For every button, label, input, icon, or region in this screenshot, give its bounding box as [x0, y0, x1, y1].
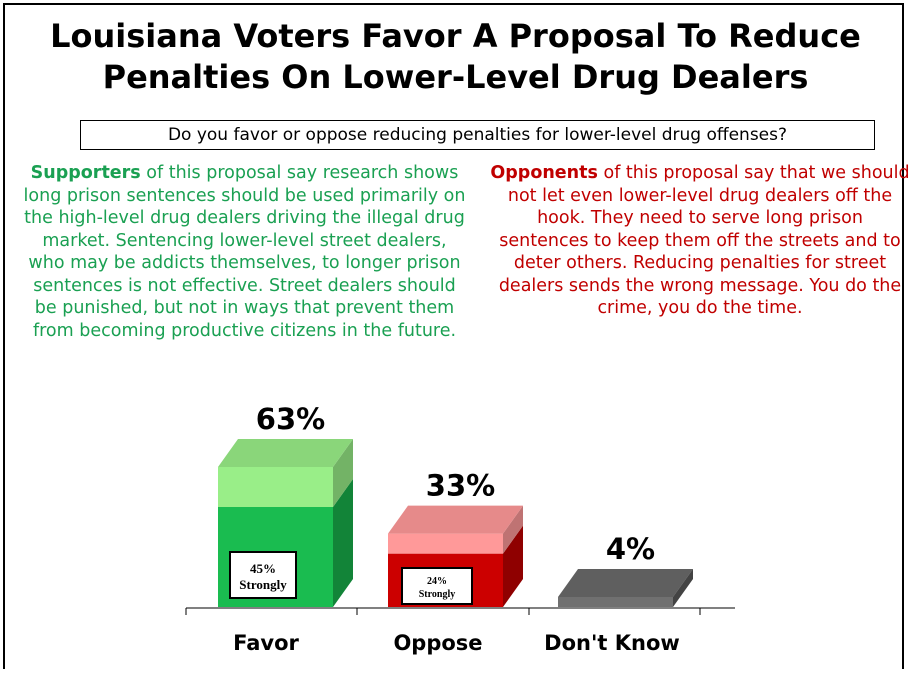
question-text: Do you favor or oppose reducing penaltie…: [167, 125, 788, 145]
strongly-label-percent: 24%: [427, 576, 447, 587]
supporters-text: of this proposal say research shows long…: [23, 163, 466, 341]
supporters-paragraph: Supporters of this proposal say research…: [22, 162, 467, 342]
bar-side-somewhat: [333, 439, 353, 507]
category-label: Oppose: [393, 631, 482, 655]
bar-side-somewhat: [503, 505, 523, 554]
page-title: Louisiana Voters Favor A Proposal To Red…: [0, 16, 911, 98]
opponents-text: of this proposal say that we should not …: [498, 163, 910, 318]
bar-front-somewhat: [388, 533, 503, 554]
strongly-label-word: Strongly: [239, 577, 287, 592]
title-line-2: Penalties On Lower-Level Drug Dealers: [102, 58, 809, 96]
slide-frame: [3, 3, 904, 669]
value-label: 33%: [426, 469, 495, 503]
bar-front-dontknow: [558, 597, 673, 607]
supporters-lead: Supporters: [30, 163, 141, 183]
value-label: 63%: [256, 402, 325, 436]
strongly-label-box: [401, 567, 473, 605]
category-label: Don't Know: [544, 631, 680, 655]
opponents-paragraph: Opponents of this proposal say that we s…: [490, 162, 910, 320]
bar-top-dontknow: [558, 569, 693, 597]
value-label: 4%: [606, 532, 655, 566]
strongly-label-word: Strongly: [419, 589, 456, 600]
bar-top: [388, 505, 523, 534]
strongly-label-box: [229, 551, 297, 599]
bar-side-strong: [333, 479, 353, 607]
bar-side-strong: [503, 525, 523, 607]
bar-front-somewhat: [218, 467, 333, 507]
strongly-label-percent: 45%: [250, 561, 276, 576]
bar-top: [218, 439, 353, 467]
question-box: Do you favor or oppose reducing penaltie…: [80, 120, 875, 150]
category-label: Favor: [233, 631, 299, 655]
opponents-lead: Opponents: [490, 163, 598, 183]
bar-side-dontknow: [673, 569, 693, 607]
title-line-1: Louisiana Voters Favor A Proposal To Red…: [50, 17, 861, 55]
